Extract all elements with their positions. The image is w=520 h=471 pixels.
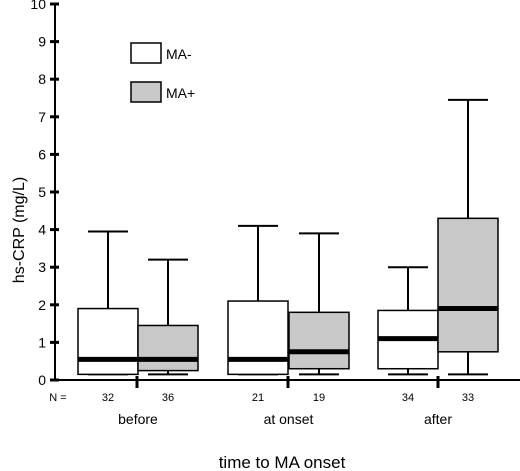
axes: 0 1 2 3 4 5 6 7 8 9 10 bbox=[30, 0, 520, 388]
y-tick-label: 2 bbox=[38, 297, 46, 313]
y-tick-label: 0 bbox=[38, 372, 46, 388]
group-label: before bbox=[118, 411, 158, 427]
legend: MA- MA+ bbox=[130, 42, 195, 103]
y-tick-label: 10 bbox=[30, 0, 46, 12]
y-tick-label: 5 bbox=[38, 184, 46, 200]
y-tick-label: 7 bbox=[38, 109, 46, 125]
box-maplus bbox=[137, 324, 199, 372]
box-maminus bbox=[77, 307, 139, 376]
n-value: 32 bbox=[102, 392, 114, 404]
y-axis-label: hs-CRP (mg/L) bbox=[11, 177, 28, 283]
boxes: 32 36 before 21 19 at onset 34 33 after bbox=[77, 98, 499, 427]
n-value: 34 bbox=[402, 392, 414, 404]
box-maplus bbox=[288, 311, 350, 370]
group-label: at onset bbox=[264, 411, 314, 427]
n-value: 21 bbox=[252, 392, 264, 404]
box-maplus bbox=[437, 217, 499, 353]
n-label: N = bbox=[49, 392, 66, 404]
y-tick-label: 3 bbox=[38, 259, 46, 275]
y-tick-label: 4 bbox=[38, 222, 46, 238]
legend-label: MA- bbox=[166, 46, 192, 62]
y-tick-label: 1 bbox=[38, 334, 46, 350]
n-value: 19 bbox=[313, 392, 325, 404]
y-tick-label: 6 bbox=[38, 146, 46, 162]
legend-swatch bbox=[130, 42, 162, 64]
legend-label: MA+ bbox=[166, 85, 195, 101]
x-axis-label: time to MA onset bbox=[219, 453, 346, 471]
y-tick-label: 8 bbox=[38, 71, 46, 87]
group-label: after bbox=[424, 411, 452, 427]
legend-swatch bbox=[130, 81, 162, 103]
n-value: 33 bbox=[462, 392, 474, 404]
box-maminus bbox=[227, 300, 289, 376]
y-tick-label: 9 bbox=[38, 34, 46, 50]
n-value: 36 bbox=[162, 392, 174, 404]
